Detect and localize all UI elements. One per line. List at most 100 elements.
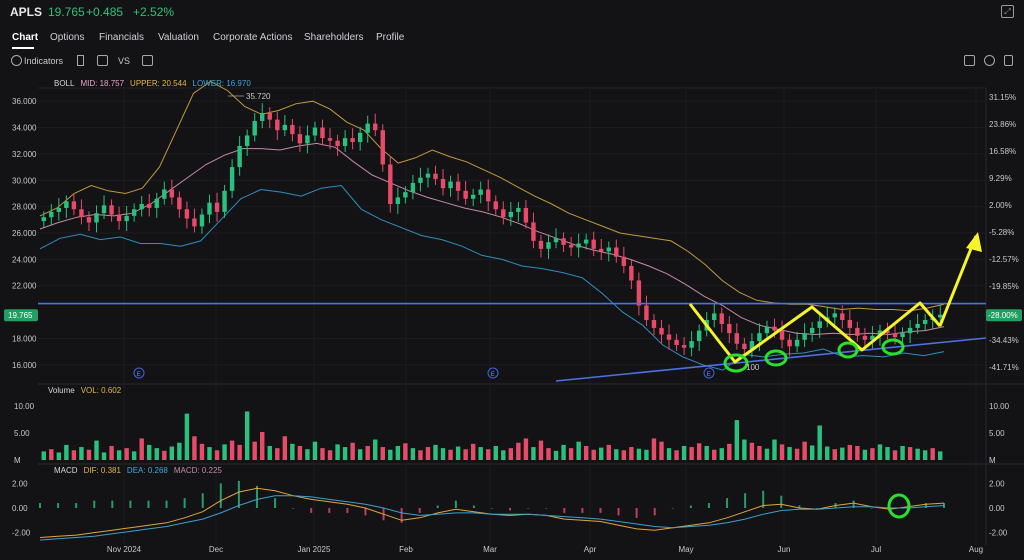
tab-financials[interactable]: Financials: [99, 32, 145, 43]
candle-body: [448, 181, 453, 189]
compare-icon[interactable]: VS: [118, 56, 131, 66]
x-axis-tick: Apr: [584, 545, 597, 554]
volume-bar: [561, 444, 566, 460]
highlight-circle[interactable]: [837, 341, 859, 359]
volume-bar: [320, 448, 325, 460]
candle-body: [184, 209, 190, 219]
volume-bar: [357, 449, 363, 460]
candle-body: [237, 146, 242, 168]
screenshot-icon[interactable]: [964, 55, 975, 66]
zigzag-arrow-path[interactable]: [688, 301, 942, 364]
volume-bar: [508, 448, 514, 460]
price-y-tick: 28.000: [12, 203, 37, 212]
candle-body: [327, 138, 333, 141]
earnings-event-marker[interactable]: [703, 367, 715, 379]
indicators-icon[interactable]: [11, 55, 22, 66]
macd-histogram-bar: [310, 508, 313, 513]
indicators-button[interactable]: Indicators: [24, 56, 64, 66]
settings-icon[interactable]: [984, 55, 995, 66]
earnings-event-marker[interactable]: [133, 367, 145, 379]
macd-highlight-circle[interactable]: [887, 493, 911, 519]
volume-bar: [523, 438, 529, 460]
x-axis-tick: May: [678, 545, 693, 554]
volume-bar: [779, 444, 785, 460]
tab-options[interactable]: Options: [50, 32, 85, 43]
ticker-symbol: APLS: [10, 5, 43, 19]
macd-histogram-bar: [563, 508, 566, 513]
volume-bar: [312, 441, 318, 460]
volume-bar: [599, 447, 604, 460]
macd-y-tick-right: 2.00: [989, 479, 1005, 488]
volume-bar: [764, 448, 770, 460]
percent-y-tick: -41.71%: [989, 363, 1019, 372]
candle-type-icon[interactable]: [77, 55, 84, 66]
volume-bar: [862, 449, 868, 460]
square-tool-icon[interactable]: [97, 55, 108, 66]
candle-body: [568, 244, 574, 248]
volume-bar: [199, 443, 205, 460]
macd-legend-item: MACD: [54, 466, 78, 475]
volume-bar: [433, 444, 438, 460]
volume-bar: [455, 446, 461, 460]
macd-histogram-bar: [527, 508, 530, 509]
volume-bar: [403, 443, 408, 460]
volume-bar: [260, 431, 265, 460]
volume-bar: [772, 439, 777, 460]
macd-histogram-bar: [328, 508, 331, 513]
price-y-tick: 24.000: [12, 255, 37, 264]
candle-body: [787, 339, 792, 347]
tab-shareholders[interactable]: Shareholders: [304, 32, 364, 43]
tab-corporate-actions[interactable]: Corporate Actions: [213, 32, 293, 43]
macd-histogram-bar: [545, 508, 548, 509]
expand-icon[interactable]: ⤢: [1001, 5, 1014, 18]
candle-body: [260, 113, 265, 121]
volume-bar: [162, 450, 167, 460]
macd-legend-item: DIF: 0.381: [84, 466, 122, 475]
earnings-event-marker[interactable]: [487, 367, 499, 379]
candle-body: [870, 335, 875, 340]
support-trendline[interactable]: [555, 337, 987, 382]
last-price: 19.765: [48, 5, 85, 19]
fullscreen-icon[interactable]: [1004, 55, 1013, 66]
tab-valuation[interactable]: Valuation: [158, 32, 199, 43]
percent-y-tick: -5.28%: [989, 228, 1014, 237]
tab-profile[interactable]: Profile: [376, 32, 405, 43]
volume-bar: [727, 443, 732, 460]
price-y-tick: 16.000: [12, 361, 37, 370]
macd-histogram-bar: [400, 508, 403, 523]
macd-histogram-bar: [93, 500, 96, 508]
macd-histogram-bar: [726, 498, 729, 508]
volume-bar: [832, 449, 837, 460]
volume-bar: [644, 449, 649, 460]
candle-body: [169, 189, 175, 198]
candle-body: [689, 341, 694, 348]
max-price-annotation: 35.720: [246, 92, 271, 101]
highlight-circle[interactable]: [881, 338, 905, 356]
breakout-arrow[interactable]: [938, 235, 978, 327]
highlight-circle[interactable]: [764, 349, 788, 367]
highlight-circle[interactable]: [723, 353, 749, 373]
candle-body: [885, 330, 890, 334]
volume-bar: [576, 441, 581, 460]
drawing-tool-icon[interactable]: [142, 55, 153, 66]
macd-histogram-bar: [436, 505, 439, 508]
candle-body: [531, 222, 536, 241]
candle-body: [862, 335, 868, 340]
candle-body: [606, 247, 611, 252]
macd-y-tick: 0.00: [12, 504, 28, 513]
macd-histogram-bar: [509, 508, 512, 511]
volume-bar: [501, 450, 506, 460]
volume-bar: [666, 448, 672, 460]
price-y-tick: 36.000: [12, 97, 37, 106]
candle-body: [342, 138, 348, 146]
volume-bar: [244, 411, 250, 460]
candle-body: [297, 134, 303, 144]
candle-body: [599, 248, 604, 252]
macd-histogram-bar: [237, 480, 240, 508]
tab-chart[interactable]: Chart: [12, 32, 39, 43]
volume-bar: [930, 448, 935, 460]
volume-bar: [267, 445, 272, 460]
candle-body: [538, 240, 544, 249]
candle-body: [576, 243, 581, 248]
